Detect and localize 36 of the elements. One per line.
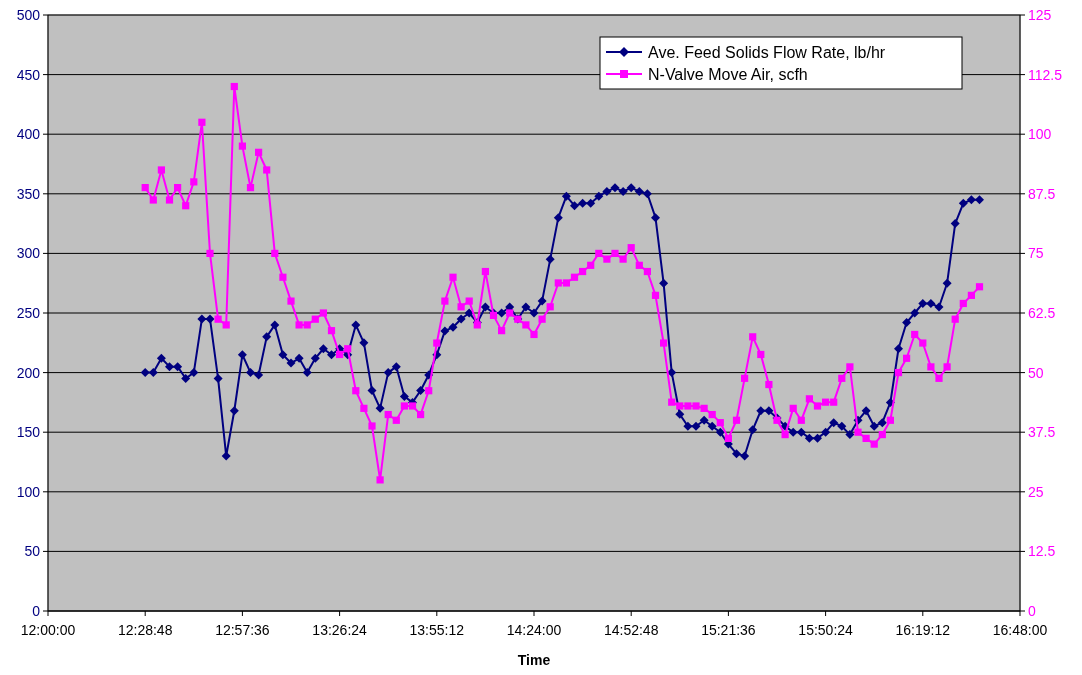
y2-tick-label: 75 (1028, 245, 1044, 262)
x-tick-label: 15:50:24 (798, 622, 854, 638)
y-tick-label: 400 (16, 126, 41, 143)
y-tick-label: 450 (16, 66, 41, 83)
y-tick-label: 350 (16, 185, 41, 202)
x-axis-title: Time (517, 652, 551, 668)
x-tick-label: 12:00:00 (20, 622, 76, 638)
y2-tick-label: 100 (1028, 126, 1052, 143)
x-tick-label: 13:26:24 (312, 622, 368, 638)
y-tick-label: 300 (16, 245, 41, 262)
y2-tick-label: 87.5 (1028, 185, 1056, 202)
y2-tick-label: 50 (1028, 364, 1044, 381)
legend-label: Ave. Feed Solids Flow Rate, lb/hr (648, 43, 886, 61)
y-tick-label: 100 (16, 483, 41, 500)
y2-tick-label: 37.5 (1028, 424, 1056, 441)
y-tick-label: 0 (32, 602, 41, 619)
y-tick-label: 50 (24, 543, 41, 560)
y2-tick-label: 25 (1028, 483, 1044, 500)
y-tick-label: 200 (16, 364, 41, 381)
legend-label: N-Valve Move Air, scfh (648, 65, 808, 83)
x-tick-label: 16:48:00 (992, 622, 1048, 638)
x-tick-label: 12:57:36 (215, 622, 270, 638)
x-tick-label: 12:28:48 (117, 622, 173, 638)
y-tick-label: 250 (16, 304, 41, 321)
x-tick-label: 14:52:48 (603, 622, 659, 638)
y2-tick-label: 12.5 (1028, 543, 1056, 560)
x-tick-label: 16:19:12 (895, 622, 951, 638)
y2-tick-label: 125 (1028, 6, 1052, 23)
y-tick-label: 500 (16, 6, 41, 23)
x-tick-label: 13:55:12 (409, 622, 465, 638)
y2-tick-label: 112.5 (1028, 66, 1063, 83)
x-tick-label: 14:24:00 (506, 622, 562, 638)
x-tick-label: 15:21:36 (701, 622, 756, 638)
y-tick-label: 150 (16, 424, 41, 441)
y2-tick-label: 0 (1028, 602, 1036, 619)
y2-tick-label: 62.5 (1028, 304, 1056, 321)
